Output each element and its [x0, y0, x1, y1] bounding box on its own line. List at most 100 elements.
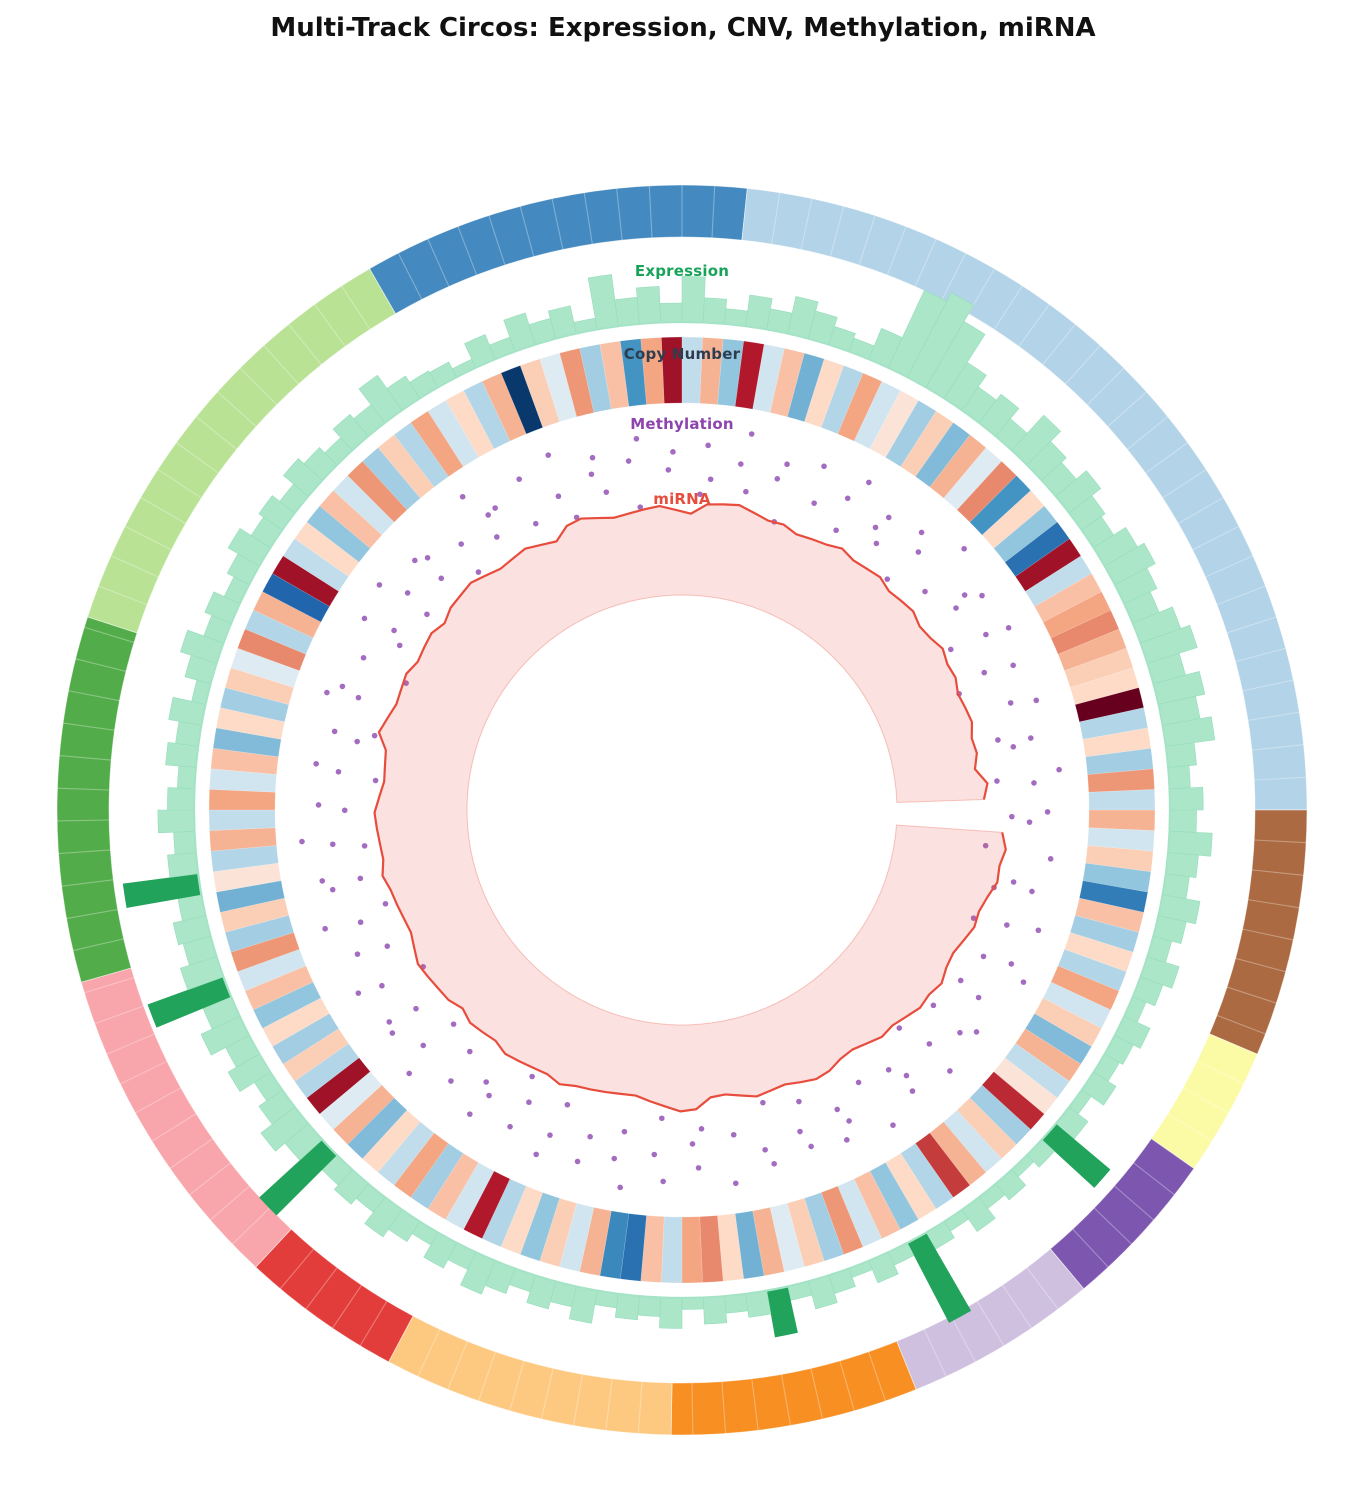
methylation-dot [412, 557, 418, 564]
chromosome-tick [106, 1033, 155, 1055]
methylation-dot [372, 777, 379, 784]
chart-title: Multi-Track Circos: Expression, CNV, Met… [270, 13, 1096, 43]
methylation-dot [420, 1042, 427, 1049]
expression-baseline [192, 320, 1172, 1300]
chromosome-tick [1205, 555, 1254, 578]
methylation-dot [982, 842, 989, 849]
methylation-dot [890, 1122, 896, 1128]
chromosome-tick [1251, 869, 1304, 876]
chromosome-tick [721, 1381, 727, 1434]
methylation-dot [760, 1099, 766, 1106]
expression-highlight-bar [1041, 1123, 1111, 1188]
methylation-dot [313, 760, 319, 767]
expression-bar [635, 286, 662, 325]
expression-highlight-bar [766, 1286, 798, 1338]
methylation-dot [811, 500, 817, 506]
chromosome-tick [151, 1113, 197, 1142]
chromosome-tick [68, 690, 120, 702]
methylation-dot [732, 1180, 739, 1187]
chromosome-tick [140, 497, 187, 524]
chromosome-tick [540, 1368, 554, 1420]
chromosome-tick [176, 442, 219, 474]
chromosome-tick [923, 1329, 947, 1377]
methylation-dot [738, 461, 744, 467]
chromosome-tick [509, 1360, 525, 1411]
methylation-dot [486, 1092, 492, 1099]
methylation-dot [961, 592, 968, 598]
chromosome-tick [124, 525, 172, 551]
methylation-dot [697, 491, 703, 498]
chromosome-tick [157, 469, 202, 499]
chromosome-tick [829, 206, 845, 257]
expression-bar [1165, 742, 1197, 768]
methylation-dot [660, 1178, 666, 1185]
ideogram-ring [56, 184, 1308, 1436]
chromosome-tick [1086, 367, 1125, 406]
methylation-dot [621, 1128, 628, 1135]
chromosome-tick [1235, 957, 1286, 973]
methylation-dot [299, 838, 305, 845]
methylation-dot [355, 990, 362, 996]
mirna-line [373, 503, 1007, 1113]
chromosome-tick [94, 1005, 144, 1025]
chromosome-tick [120, 1060, 168, 1085]
methylation-dot [1026, 819, 1033, 825]
chromosome-tick [914, 238, 937, 287]
expression-bar [702, 1295, 728, 1325]
chromosome-tick [58, 849, 111, 855]
methylation-dot [533, 1151, 539, 1158]
chromosome-tick [1167, 1113, 1213, 1142]
methylation-dot [339, 683, 346, 690]
methylation-dot [762, 1147, 768, 1153]
methylation-dot [379, 982, 385, 989]
methylation-dot [855, 1079, 862, 1086]
chromosome-segment [670, 1340, 917, 1436]
chromosome-segment [1150, 1033, 1258, 1170]
chromosome-tick [1216, 1014, 1266, 1035]
expression-bar [614, 297, 640, 327]
methylation-dot [573, 514, 580, 521]
methylation-dot [335, 768, 342, 775]
methylation-dot [698, 1126, 705, 1132]
methylation-dot [483, 1079, 489, 1085]
methylation-dot [625, 458, 632, 464]
chromosome-tick [314, 304, 346, 347]
methylation-dot [322, 925, 328, 932]
chromosome-tick [1251, 744, 1304, 751]
chromosome-tick [751, 1378, 759, 1431]
methylation-dot [438, 575, 445, 582]
chromosome-tick [341, 285, 371, 330]
expression-bar [637, 1295, 662, 1317]
methylation-dot [354, 738, 360, 745]
methylation-dot [357, 919, 364, 926]
expression-highlight-bar [907, 1232, 972, 1323]
chromosome-tick [1145, 442, 1188, 474]
chromosome-tick [583, 192, 593, 245]
methylation-dot [386, 1019, 393, 1025]
methylation-dot [922, 588, 928, 595]
chromosome-tick [1242, 679, 1294, 692]
chromosome-tick [1196, 1060, 1244, 1085]
methylation-dot [413, 1005, 419, 1012]
copy-number-cell [681, 1216, 703, 1284]
chromosome-tick [1093, 1207, 1132, 1245]
methylation-dot [404, 590, 411, 596]
chromosome-tick [1177, 497, 1224, 524]
methylation-dot [532, 520, 539, 527]
chromosome-tick [519, 206, 535, 257]
expression-bar [173, 830, 197, 855]
methylation-track [299, 431, 1062, 1191]
chromosome-tick [1114, 1185, 1155, 1221]
methylation-dot [983, 631, 989, 638]
chromosome-tick [447, 1341, 468, 1390]
methylation-dot [574, 1158, 581, 1165]
chromosome-tick [1242, 928, 1294, 941]
methylation-dot [948, 646, 954, 653]
chromosome-tick [397, 252, 423, 300]
methylation-dot [494, 534, 500, 540]
chromosome-tick [572, 1374, 584, 1426]
methylation-dot [1031, 780, 1037, 786]
methylation-dot [357, 875, 364, 882]
expression-bar [659, 302, 683, 323]
